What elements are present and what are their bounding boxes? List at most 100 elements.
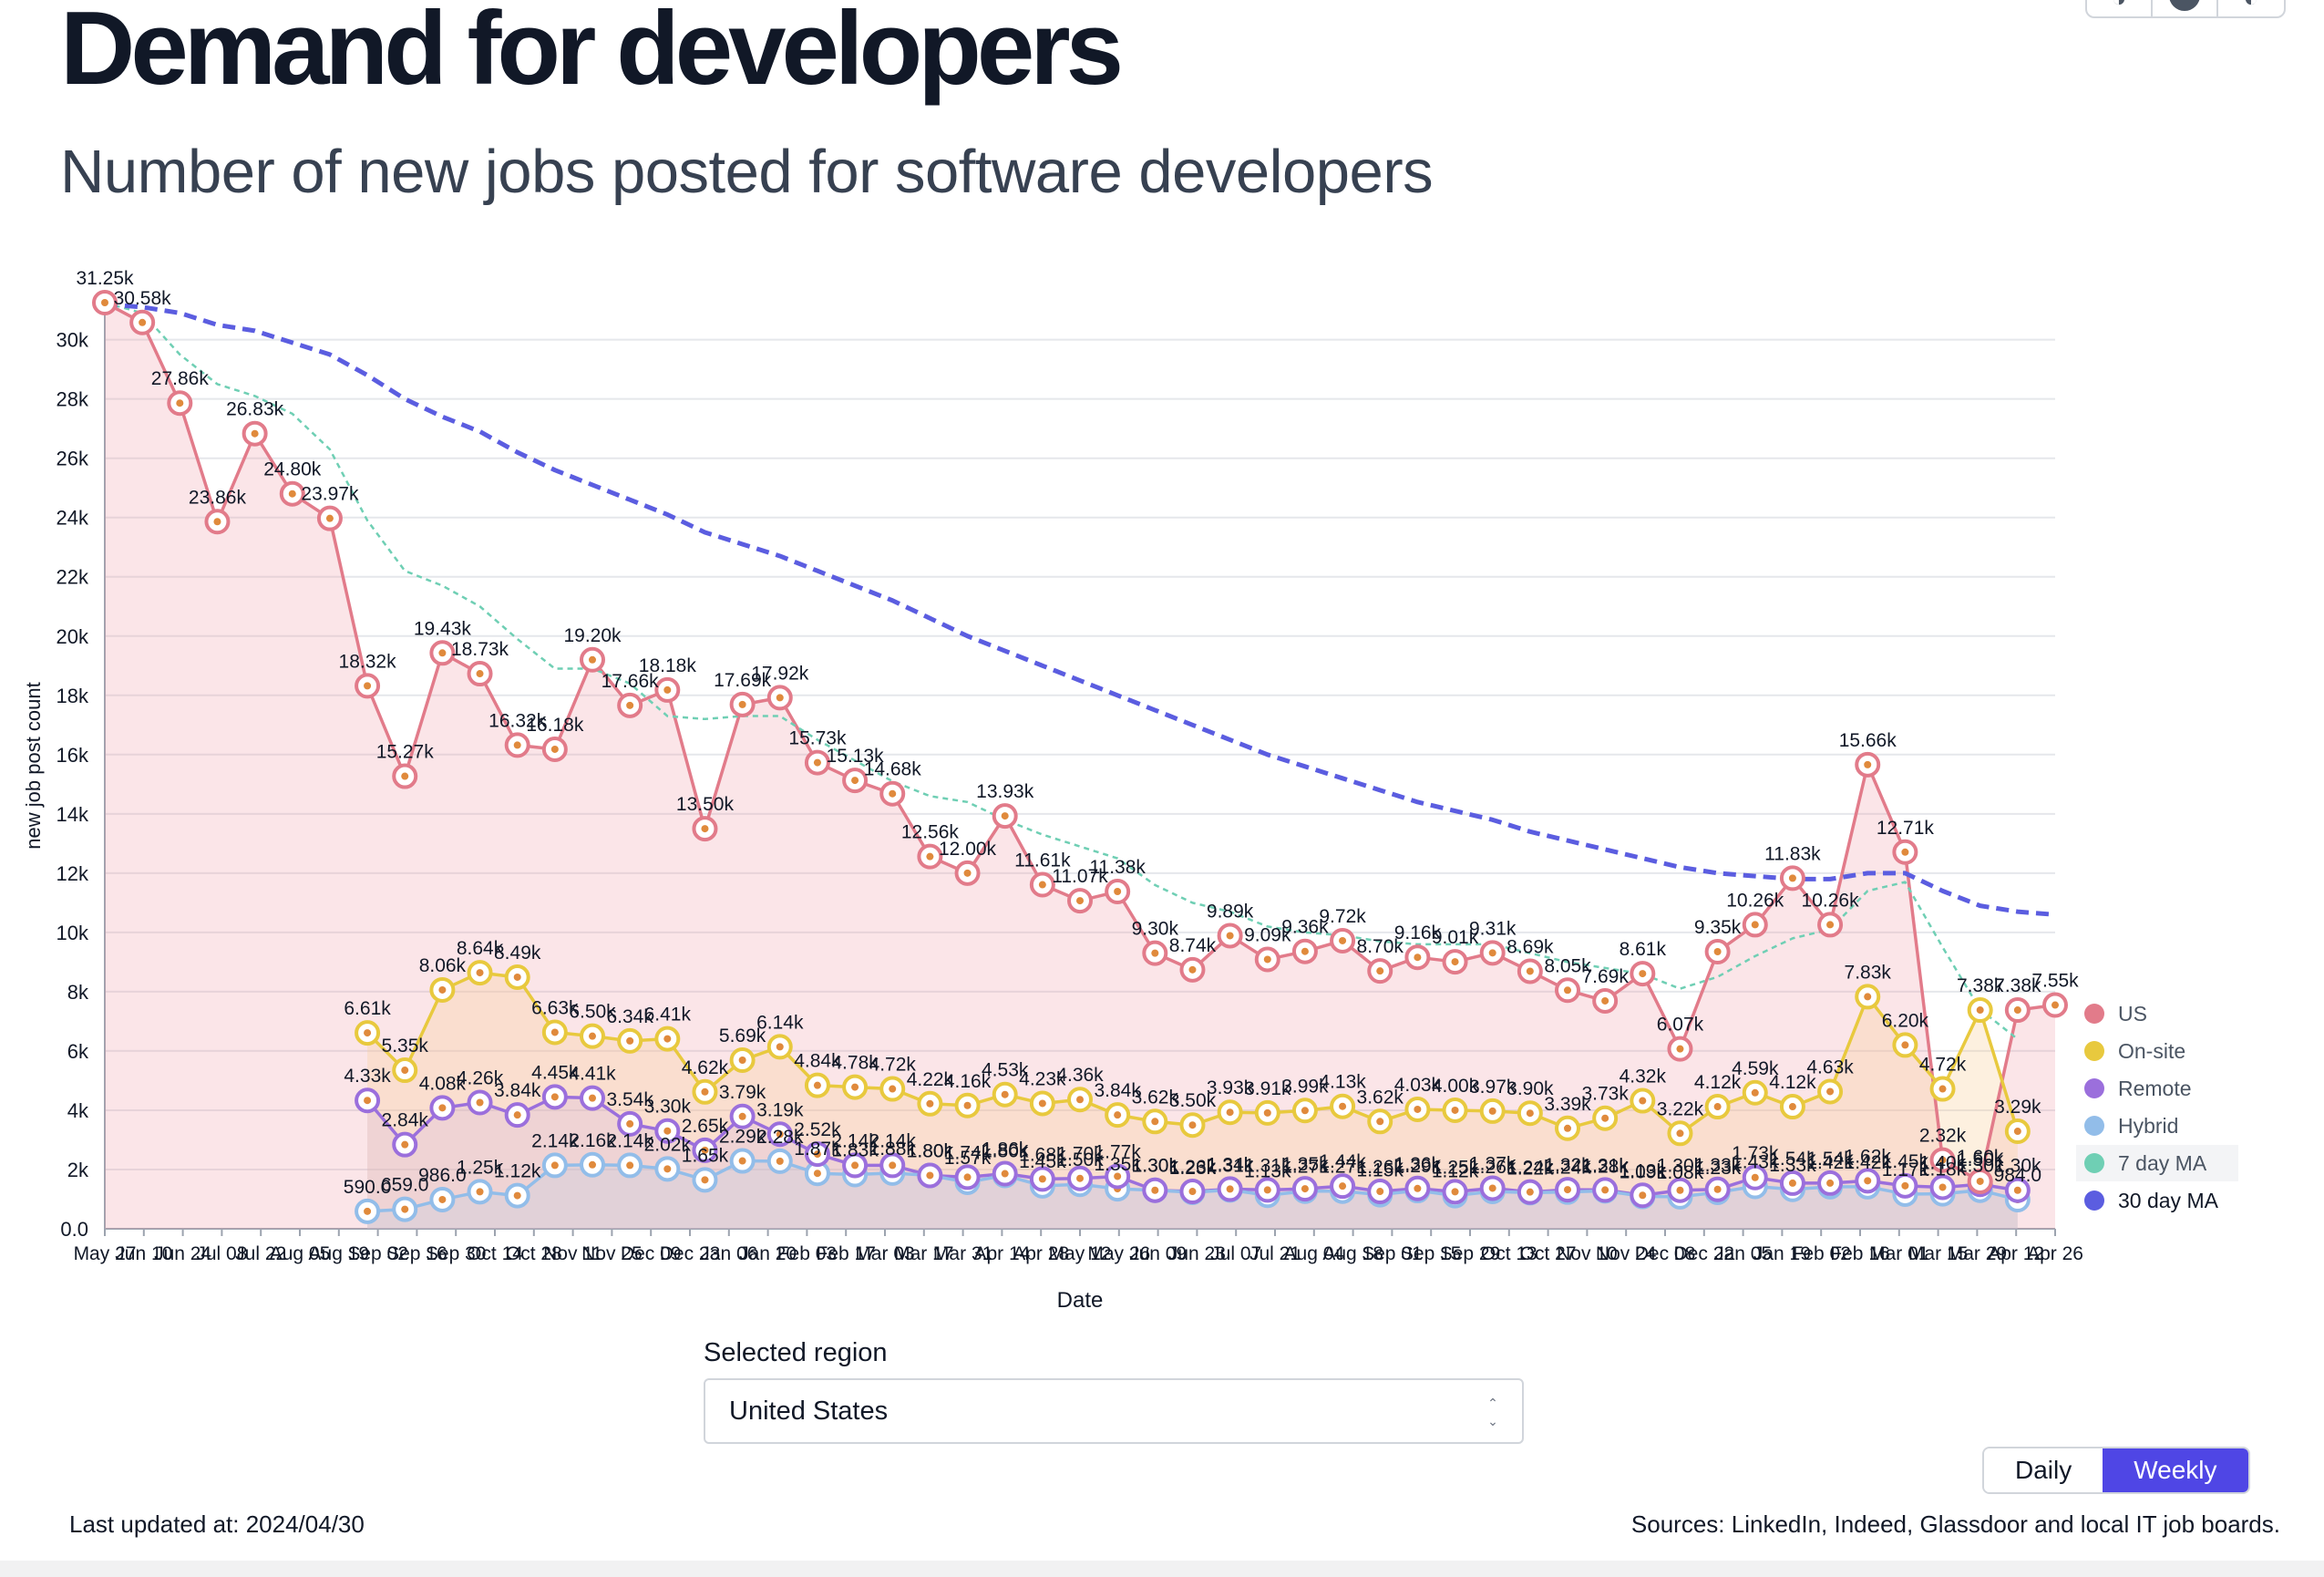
data-label: 9.89k	[1207, 901, 1254, 922]
data-label: 3.39k	[1544, 1094, 1591, 1115]
data-label: 9.16k	[1394, 922, 1442, 943]
data-label: 8.06k	[419, 955, 467, 976]
data-point-core	[701, 1176, 709, 1184]
x-tick-label: Apr 14	[973, 1243, 1030, 1264]
x-tick-label: Jun 10	[115, 1243, 172, 1264]
data-label: 9.09k	[1244, 924, 1291, 945]
data-label: 24.80k	[263, 459, 322, 480]
toolbar-button-share[interactable]: ◐	[2218, 0, 2284, 16]
data-point-core	[1263, 1186, 1271, 1194]
data-label: 6.07k	[1657, 1015, 1704, 1036]
data-point-core	[663, 685, 672, 694]
data-label: 1.26k	[1357, 1157, 1404, 1178]
data-point-core	[1826, 1179, 1835, 1187]
x-tick-label: Aug 04	[1284, 1243, 1345, 1264]
data-label: 2.28k	[756, 1127, 804, 1148]
data-label: 1.42k	[1806, 1152, 1854, 1173]
data-point-core	[1564, 1186, 1571, 1194]
x-tick-label: Aug 05	[270, 1243, 331, 1264]
data-point-core	[1226, 1108, 1234, 1117]
data-label: 1.30k	[1957, 1156, 2004, 1177]
data-point-core	[1526, 967, 1534, 975]
data-label: 8.05k	[1544, 955, 1591, 976]
data-label: 4.36k	[1056, 1065, 1104, 1086]
data-label: 1.74k	[944, 1142, 992, 1163]
data-point-core	[1976, 1006, 1984, 1015]
x-tick-label: Jun 09	[1129, 1243, 1187, 1264]
data-point-core	[513, 1111, 521, 1119]
data-point-core	[1414, 1184, 1422, 1192]
data-point-core	[1564, 1124, 1571, 1132]
data-label: 3.22k	[1657, 1098, 1704, 1119]
data-label: 1.87k	[794, 1139, 841, 1160]
data-label: 3.30k	[644, 1097, 692, 1118]
data-label: 1.26k	[1169, 1157, 1217, 1178]
weekly-button[interactable]: Weekly	[2103, 1448, 2248, 1492]
bottom-bar	[0, 1561, 2324, 1577]
data-point-core	[1901, 848, 1909, 856]
data-point-core	[401, 1205, 409, 1213]
x-tick-label: Jan 06	[700, 1243, 757, 1264]
data-label: 13.50k	[676, 794, 735, 815]
data-label: 1.68k	[1019, 1144, 1066, 1165]
data-label: 1.50k	[1056, 1149, 1104, 1170]
data-label: 2.14k	[869, 1130, 917, 1151]
data-point-core	[213, 518, 221, 526]
data-label: 1.57k	[944, 1148, 992, 1169]
x-tick-label: Apr 26	[2027, 1243, 2083, 1264]
data-point-core	[1263, 955, 1271, 964]
data-label: 1.70k	[1056, 1144, 1104, 1165]
data-label: 4.03k	[1394, 1075, 1442, 1096]
x-tick-label: Feb 16	[1830, 1243, 1889, 1264]
data-label: 11.83k	[1764, 843, 1821, 864]
data-point-core	[1526, 1188, 1534, 1196]
x-tick-label: Jan 19	[1753, 1243, 1811, 1264]
data-point-core	[1713, 948, 1722, 956]
data-label: 2.02k	[644, 1134, 692, 1155]
data-point-core	[364, 1097, 372, 1105]
data-point-core	[889, 1085, 897, 1093]
data-point-core	[1001, 812, 1009, 820]
data-label: 8.64k	[457, 938, 504, 959]
data-point-core	[889, 789, 897, 798]
data-label: 7.55k	[2031, 971, 2079, 992]
data-point-core	[1639, 1097, 1647, 1105]
toolbar-button-theme[interactable]: ◑	[2087, 0, 2153, 16]
daily-button[interactable]: Daily	[1984, 1448, 2103, 1492]
data-point-core	[1451, 958, 1459, 966]
data-point-core	[550, 1161, 559, 1170]
toolbar-button-account[interactable]	[2153, 0, 2218, 16]
x-tick-label: Jul 21	[1249, 1243, 1301, 1264]
x-tick-label: Dec 23	[660, 1243, 721, 1264]
data-label: 7.69k	[1581, 966, 1629, 987]
data-label: 1.31k	[1244, 1155, 1291, 1176]
data-label: 4.23k	[1019, 1068, 1066, 1089]
data-label: 1.80k	[907, 1140, 954, 1161]
data-point-core	[1001, 1170, 1009, 1178]
data-label: 15.13k	[827, 746, 885, 767]
data-point-core	[1488, 1107, 1496, 1115]
data-point-core	[663, 1127, 672, 1135]
data-label: 1.35k	[1094, 1154, 1141, 1175]
data-label: 2.16k	[569, 1130, 616, 1151]
region-select[interactable]: United States ⌃ ⌄	[704, 1378, 1524, 1444]
data-label: 1.32k	[1544, 1155, 1591, 1176]
data-label: 4.00k	[1432, 1076, 1479, 1097]
data-point-core	[1826, 1087, 1835, 1096]
data-point-core	[701, 1087, 709, 1096]
data-point-core	[1488, 1184, 1496, 1192]
data-point-core	[1751, 1173, 1759, 1181]
legend-swatch	[2084, 1153, 2104, 1173]
data-label: 2.52k	[794, 1119, 841, 1140]
x-tick-label: Nov 25	[581, 1243, 643, 1264]
data-point-core	[325, 514, 334, 522]
data-label: 1.24k	[1544, 1158, 1591, 1179]
data-point-core	[1339, 936, 1347, 944]
data-point-core	[1301, 947, 1309, 955]
y-tick-label: 24k	[57, 507, 89, 530]
data-point-core	[813, 1170, 821, 1178]
data-point-core	[1676, 1186, 1684, 1194]
data-point-core	[851, 1083, 859, 1091]
data-label: 1.23k	[1169, 1158, 1217, 1179]
data-label: 6.41k	[644, 1005, 692, 1026]
